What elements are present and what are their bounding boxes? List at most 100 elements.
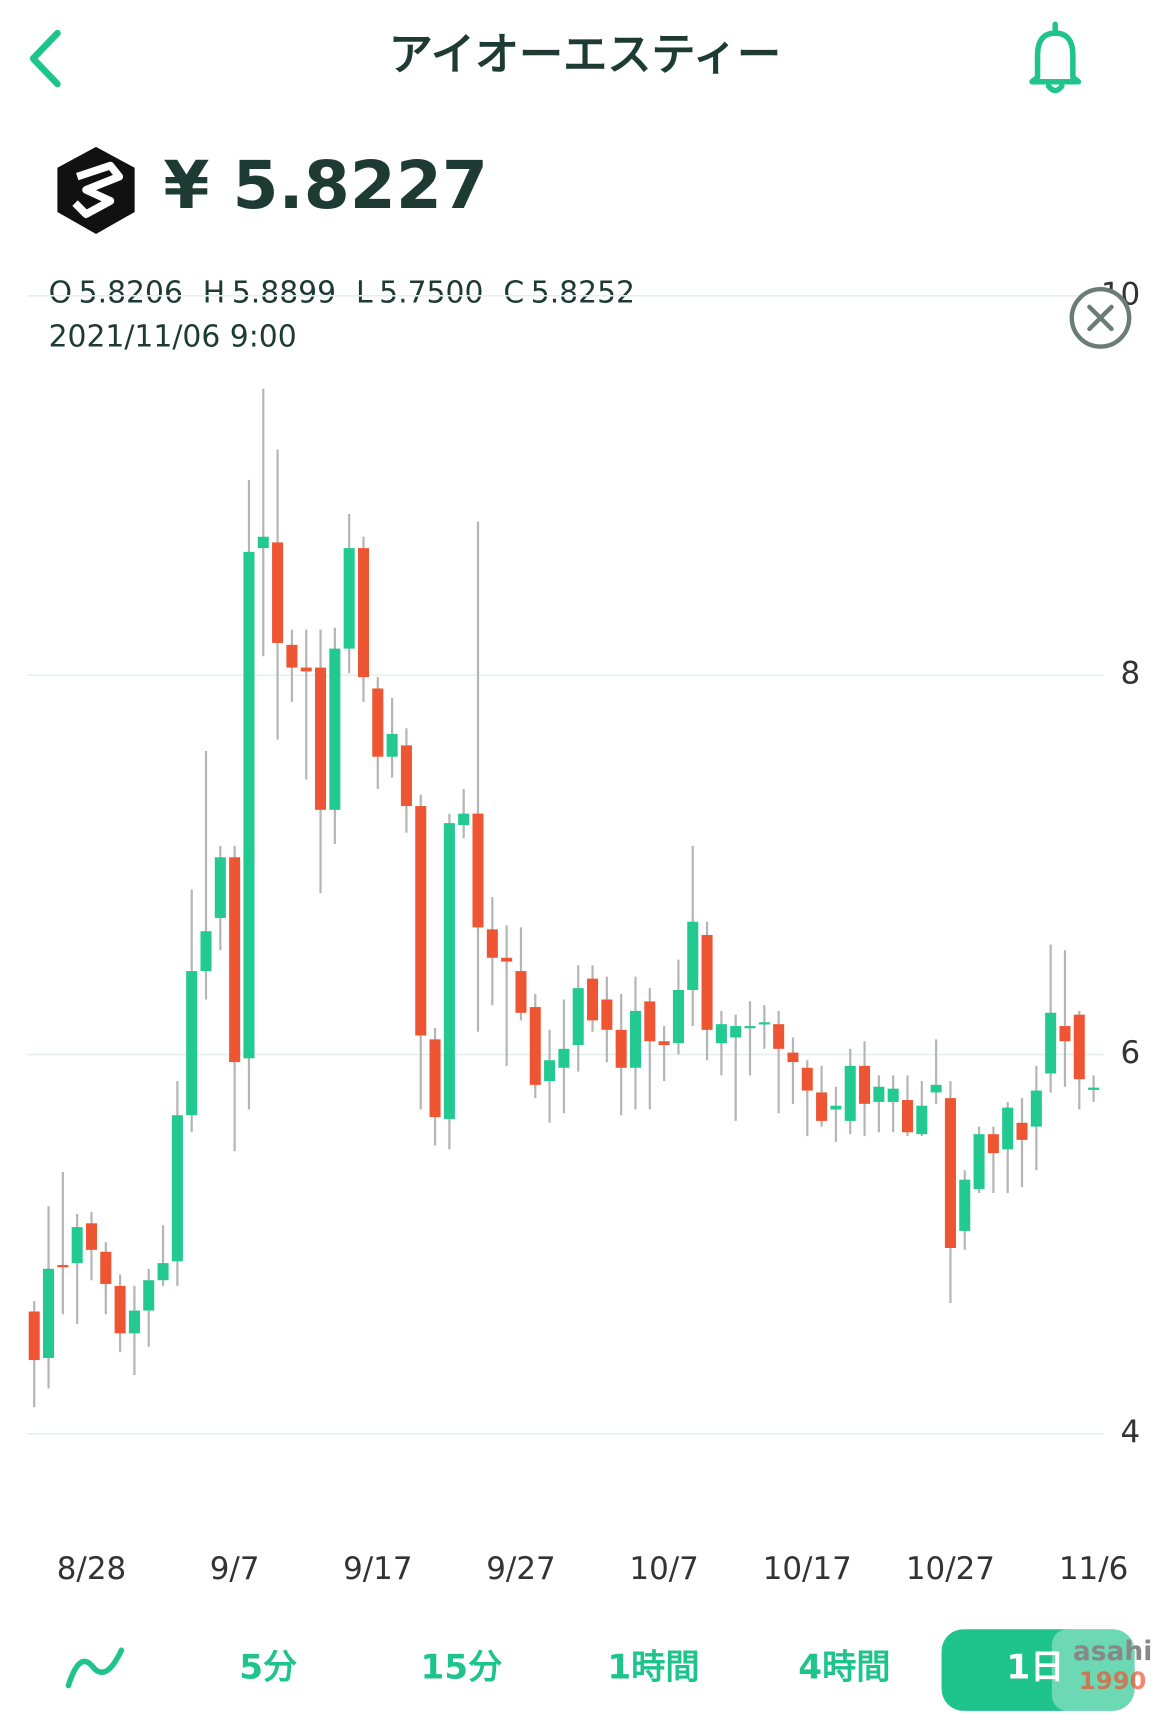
candle-body [100,1251,112,1285]
candle-body [744,1026,756,1029]
candle-body [128,1310,140,1334]
candle-body [329,648,341,810]
y-tick-label: 6 [1121,1035,1141,1071]
candle-body [171,1115,183,1262]
candle-body [114,1285,126,1334]
candle-body [71,1227,83,1264]
candle-body [214,857,226,918]
candle-body [601,999,613,1030]
candle-body [672,990,684,1044]
ohlc-label: H [203,275,225,310]
candle-body [1002,1107,1014,1150]
candle-body [1059,1026,1071,1042]
timeframe-tab[interactable]: 1日 [1006,1647,1064,1687]
candle-body [801,1067,813,1091]
timeframe-tab[interactable]: 4時間 [798,1647,890,1687]
timeframe-tab[interactable]: 5分 [239,1647,297,1687]
candle-body [930,1084,942,1093]
candle-body [429,1039,441,1118]
candle-body [787,1052,799,1063]
x-tick-label: 9/17 [343,1551,412,1587]
candle-body [1073,1014,1085,1080]
ohlc-value: 5.8899 [232,275,336,310]
back-button[interactable] [29,29,61,88]
candle-body [486,929,498,958]
x-tick-label: 10/27 [906,1551,995,1587]
candle-body [973,1134,985,1190]
candle-body [529,1007,541,1085]
candle-body [730,1026,742,1038]
candle-body [830,1105,842,1110]
candle-body [315,667,327,810]
candle-body [43,1268,55,1358]
ohlc-readout: O 5.8206 H 5.8899 L 5.7500 C 5.8252 [49,275,635,310]
x-tick-label: 10/17 [763,1551,852,1587]
timeframe-tab[interactable]: 1時間 [607,1647,699,1687]
candle-body [85,1223,97,1250]
candle-body [1088,1087,1100,1090]
candle-body [944,1098,956,1248]
x-tick-label: 8/28 [57,1551,126,1587]
candle-body [758,1022,770,1025]
candle-body [343,548,355,649]
x-tick-label: 10/7 [629,1551,698,1587]
ohlc-value: 5.7500 [379,275,483,310]
timestamp: 2021/11/06 9:00 [49,319,297,354]
candle-body [501,957,513,962]
candle-body [157,1263,169,1281]
ohlc-label: C [503,275,524,310]
candle-body [458,813,470,826]
coin-logo [57,146,135,235]
candle-body [816,1092,828,1121]
candle-body [443,823,455,1119]
candle-body [229,857,241,1063]
watermark: asahi [1073,1636,1152,1667]
timeframe-tabs: 5分 15分 1時間 4時間 1日 [239,1647,1064,1687]
candle-body [1016,1122,1028,1140]
candle-body [186,971,198,1116]
candle-body [587,978,599,1021]
candle-body [357,548,370,678]
candle-body [558,1048,570,1068]
close-crosshair-button[interactable] [1069,287,1132,349]
candle-body [515,971,527,1013]
selected-tab-bg [941,1629,1135,1711]
watermark: 1990 [1079,1666,1147,1695]
candle-body [687,921,699,991]
x-tick-label: 11/6 [1059,1551,1128,1587]
candle-body [701,935,713,1030]
candle-body [57,1265,69,1268]
y-tick-label: 8 [1121,656,1141,692]
candle-body [715,1024,727,1044]
candle-body [28,1311,40,1361]
candle-body [143,1280,155,1311]
candle-body [959,1179,971,1231]
line-chart-tab[interactable] [65,1647,125,1689]
candle-body [544,1060,556,1082]
ohlc-value: 5.8206 [79,275,183,310]
candle-body [386,733,398,757]
page-title: アイオーエスティー [389,29,781,80]
candle-body [572,988,584,1046]
ohlc-label: O [49,275,72,310]
candle-body [272,542,284,643]
x-tick-label: 9/27 [486,1551,555,1587]
candle-body [286,644,298,668]
candle-body [916,1105,928,1135]
bell-button[interactable] [1029,21,1082,94]
candle-body [243,551,255,1059]
ohlc-value: 5.8252 [531,275,635,310]
candle-body [773,1024,785,1049]
ohlc-label: L [356,275,373,310]
candle-body [415,806,427,1036]
candle-body [644,1001,656,1042]
candle-body [1045,1012,1057,1074]
candle-body [400,745,412,807]
timeframe-tab[interactable]: 15分 [420,1647,502,1687]
candle-body [615,1029,627,1068]
candle-body [873,1086,885,1102]
candle-body [629,1010,642,1068]
candle-body [300,667,312,672]
candle-body [901,1100,914,1133]
